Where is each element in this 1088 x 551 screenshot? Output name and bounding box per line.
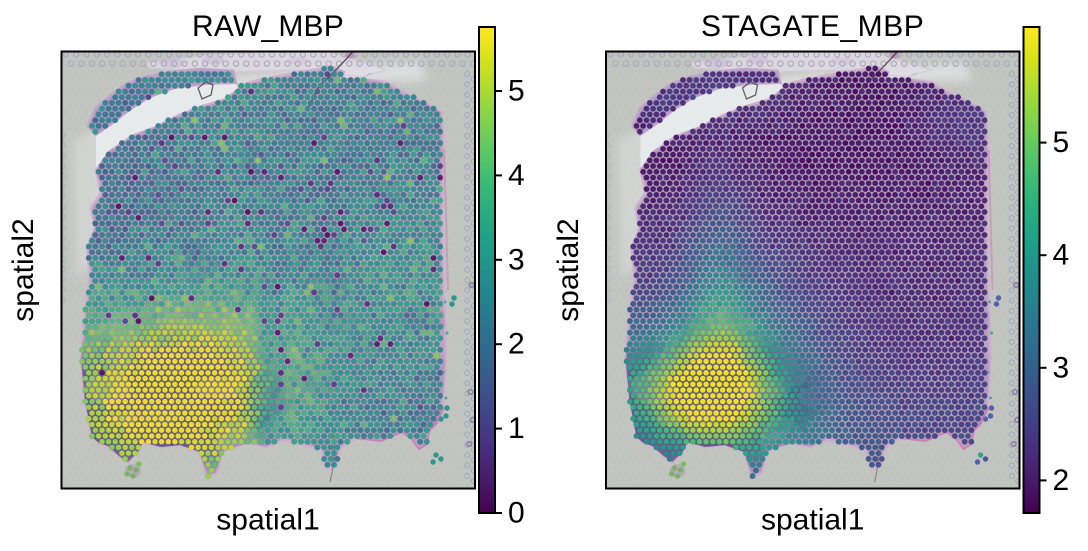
- svg-text:spatial1: spatial1: [761, 504, 864, 537]
- svg-text:3: 3: [508, 243, 525, 276]
- svg-text:spatial2: spatial2: [7, 218, 40, 321]
- svg-text:3: 3: [1053, 351, 1070, 384]
- svg-text:2: 2: [508, 328, 525, 361]
- svg-text:4: 4: [508, 159, 525, 192]
- svg-text:STAGATE_MBP: STAGATE_MBP: [701, 10, 924, 43]
- svg-text:spatial2: spatial2: [552, 218, 585, 321]
- svg-text:2: 2: [1053, 464, 1070, 497]
- svg-text:4: 4: [1053, 239, 1070, 272]
- svg-text:spatial1: spatial1: [216, 504, 319, 537]
- svg-text:5: 5: [1053, 126, 1070, 159]
- svg-text:1: 1: [508, 412, 525, 445]
- svg-text:0: 0: [508, 497, 525, 530]
- svg-text:RAW_MBP: RAW_MBP: [192, 10, 344, 43]
- svg-text:5: 5: [508, 75, 525, 108]
